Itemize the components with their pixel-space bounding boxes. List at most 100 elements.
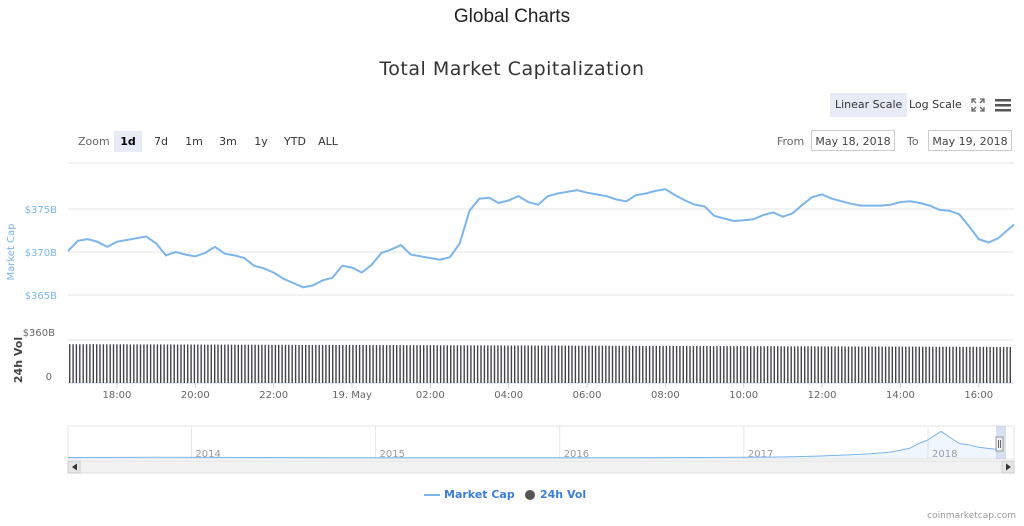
volume-bar [82,344,84,383]
volume-bar [416,345,418,383]
zoom-label: Zoom [78,135,110,148]
volume-bar [470,345,472,383]
volume-bar [456,345,459,383]
volume-bar [328,344,330,383]
volume-bar [96,344,98,383]
hamburger-menu-icon[interactable] [994,97,1012,113]
legend-line-icon [424,494,440,496]
volume-bar [804,346,806,383]
volume-bar [520,345,523,383]
volume-bar [143,344,145,383]
volume-bar [699,346,701,383]
x-tick-label: 08:00 [651,390,680,401]
volume-bar [338,345,341,383]
to-label: To [907,135,919,148]
volume-bar [524,345,526,383]
volume-bar [908,346,910,383]
legend-item-market-cap[interactable]: Market Cap [424,488,515,501]
volume-bar [878,346,880,383]
volume-bar [463,345,465,383]
volume-bar [527,345,529,383]
zoom-ytd-button[interactable]: YTD [284,135,306,148]
volume-bar [426,345,428,383]
volume-bar [160,344,162,383]
volume-bar [436,345,438,383]
volume-bar [79,344,81,383]
to-date-input[interactable]: May 19, 2018 [928,130,1012,151]
volume-bar [578,345,580,383]
expand-icon[interactable] [970,97,986,113]
linear-scale-button[interactable]: Linear Scale [830,93,908,117]
volume-bar [608,345,610,383]
volume-bar [460,345,462,383]
navigator-year-label: 2014 [195,449,220,460]
volume-bar [254,344,256,383]
volume-bar [928,346,931,383]
legend-label-24h-vol: 24h Vol [540,488,587,501]
zoom-1m-button[interactable]: 1m [185,135,203,148]
volume-bar [369,345,371,383]
log-scale-button[interactable]: Log Scale [909,98,962,111]
volume-bar [264,344,266,383]
volume-bar [446,345,448,383]
volume-bar [136,344,138,383]
volume-bar [807,346,809,383]
volume-bar [365,345,368,383]
volume-bar [733,346,735,383]
volume-bar [989,346,991,383]
volume-bar [915,346,917,383]
volume-bar [352,345,354,383]
zoom-1y-button[interactable]: 1y [254,135,268,148]
credits-link[interactable]: coinmarketcap.com [927,511,1016,521]
volume-bar [851,346,853,383]
volume-bar [72,344,74,383]
volume-bar [770,346,772,383]
volume-bar [473,345,475,383]
volume-bar [294,344,297,383]
volume-bar [743,346,745,383]
volume-bar [372,345,374,383]
volume-bar [925,346,927,383]
volume-bar [126,344,128,383]
legend-item-24h-vol[interactable]: 24h Vol [525,488,586,501]
zoom-7d-button[interactable]: 7d [154,135,168,148]
volume-bar [979,346,981,383]
volume-bar [170,344,172,383]
volume-bar [85,344,88,383]
volume-bar [291,344,293,383]
zoom-all-button[interactable]: ALL [318,135,338,148]
volume-bar [723,346,725,383]
zoom-3m-button[interactable]: 3m [219,135,237,148]
volume-bar [210,344,212,383]
volume-bar [581,345,583,383]
volume-bar [884,346,887,383]
volume-bar [588,345,590,383]
volume-bar [163,344,165,383]
volume-bar [544,345,546,383]
page-heading: Global Charts [453,6,571,27]
volume-bar [109,344,111,383]
volume-bar [716,346,718,383]
from-date-input[interactable]: May 18, 2018 [811,130,895,151]
volume-bar [318,344,320,383]
navigator-frame [67,425,1015,460]
volume-bar [332,344,334,383]
zoom-1d-button[interactable]: 1d [114,131,142,152]
scrollbar-right-button [1001,460,1015,474]
volume-bar [396,345,398,383]
volume-bar [787,346,789,383]
volume-bar [584,345,587,383]
navigator-year-label: 2016 [564,449,589,460]
volume-bar [854,346,856,383]
volume-bar [712,346,715,383]
volume-bar [129,344,132,383]
volume-bar [490,345,492,383]
volume-bar [898,346,900,383]
volume-bar [837,346,840,383]
volume-bar [554,345,556,383]
volume-bar [611,345,614,383]
volume-bar [230,344,233,383]
volume-bar [106,344,108,383]
volume-bar [952,346,954,383]
volume-bar [972,346,974,383]
